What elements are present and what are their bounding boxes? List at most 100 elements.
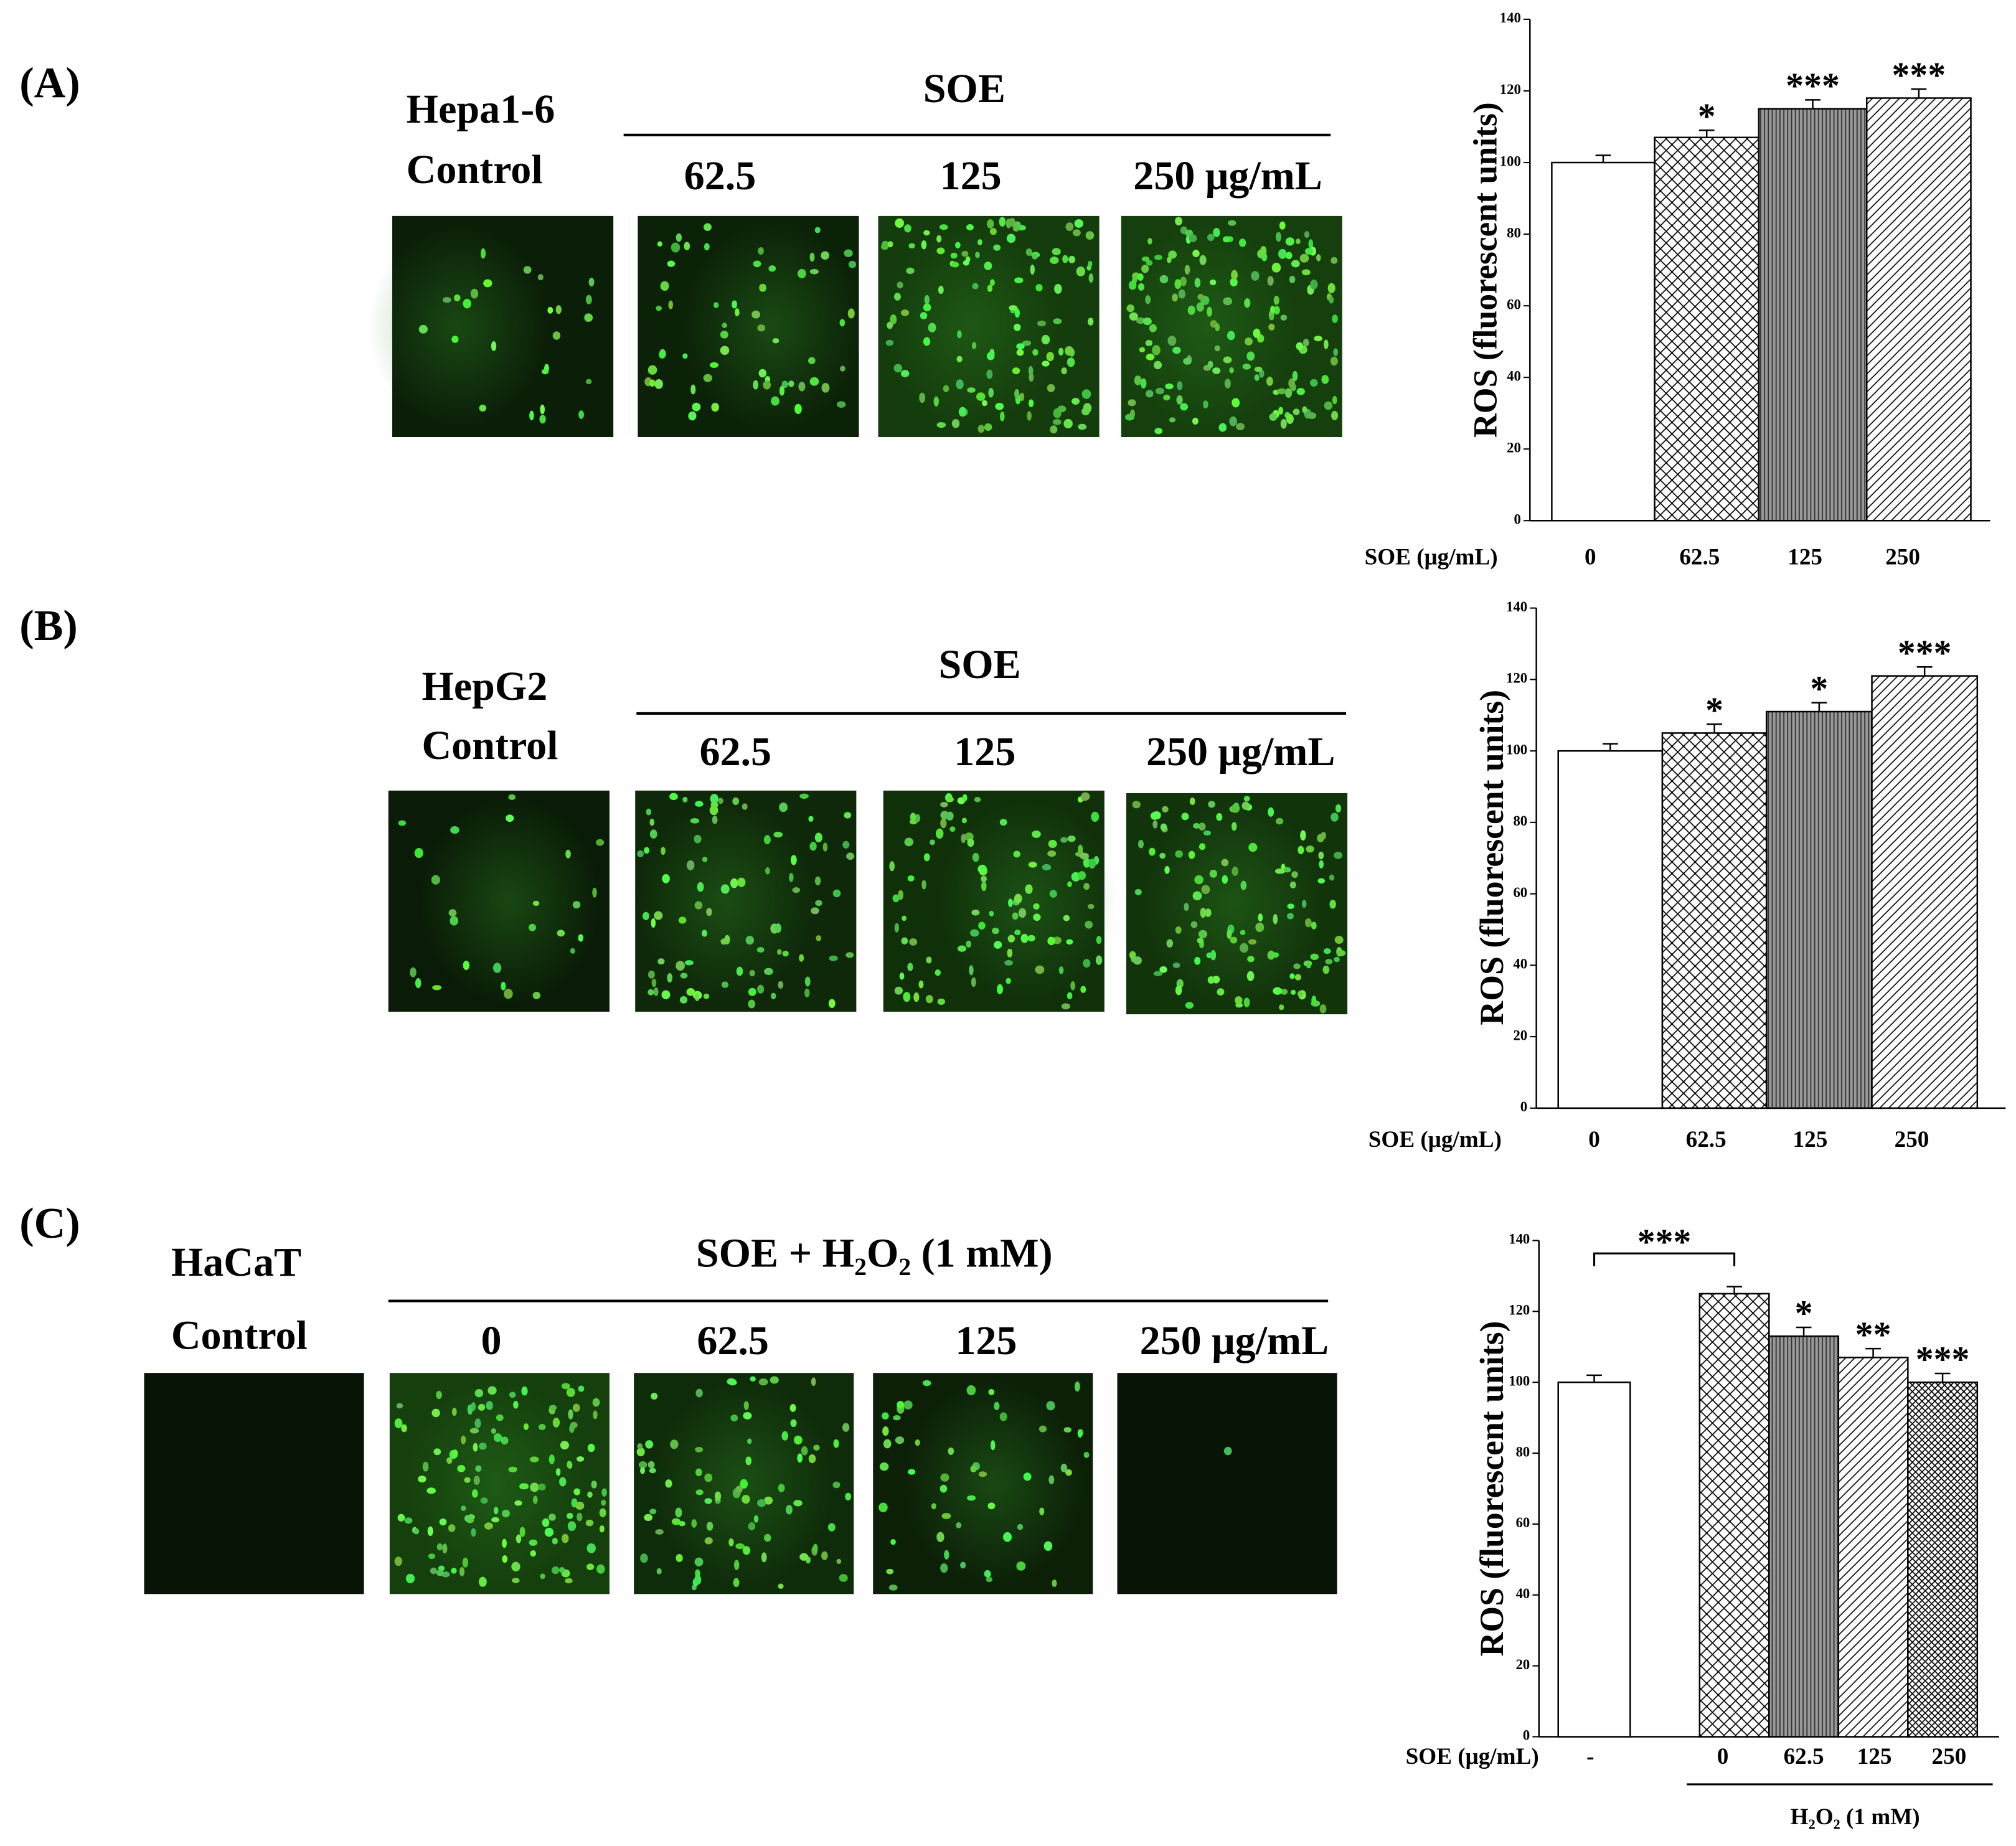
cell [758,247,764,255]
cell [1190,921,1198,928]
cell [1149,324,1157,332]
cell [457,1464,466,1472]
cell [1095,955,1103,965]
cell [1334,936,1344,944]
cell [1204,908,1212,917]
cell [662,874,670,883]
cell [509,1392,516,1398]
cell [1224,379,1231,389]
cell [836,401,846,408]
cell [915,1439,920,1446]
bar [1551,161,1656,522]
panel-label: (B) [19,601,78,650]
x-tick-label: 62.5 [1686,1127,1726,1152]
cell [1273,306,1280,315]
cell [680,972,688,979]
cell [1065,346,1074,356]
cell [1255,922,1265,933]
cell [999,411,1005,421]
cell [759,283,767,292]
dose-label: 62.5 [699,729,771,775]
cell [586,1563,595,1570]
cell [704,223,712,231]
cell [446,1457,453,1464]
cell [897,281,903,289]
cell [552,1537,558,1545]
cell [842,841,850,849]
cell [808,357,816,364]
cell [1331,812,1339,822]
cell [936,421,946,428]
cell [1194,278,1201,288]
image-glow [636,798,816,1004]
cell [522,1483,529,1490]
cell [799,1553,809,1561]
cell [989,228,997,235]
cell [1288,378,1296,389]
cell [396,1403,403,1409]
error-bar [1726,1286,1742,1294]
cell [1248,939,1257,945]
cell [1203,830,1211,836]
x-axis-label: SOE (μg/mL) [1368,1127,1502,1152]
cell [1141,256,1150,262]
cell [1083,883,1090,890]
cell [541,369,549,375]
cell [778,1583,784,1589]
cell [809,377,819,386]
cell [1241,801,1250,810]
cell [1025,884,1033,894]
cell [1184,903,1189,911]
cell [557,930,565,937]
cell [757,984,765,994]
cell [976,392,986,401]
bar [1661,732,1768,1109]
cell [1277,388,1286,395]
cell [486,1401,493,1410]
cell [977,239,982,245]
cell [1223,1446,1232,1456]
cell [539,415,546,424]
cell [1199,843,1206,850]
cell [728,1379,737,1386]
cell [431,1408,440,1418]
cell [706,1522,714,1531]
cell [552,1417,560,1428]
cell [661,847,666,855]
cell [885,339,894,346]
cell [704,1473,713,1482]
cell [560,1441,569,1450]
cell [532,900,540,907]
cell [1009,305,1018,311]
cell [1160,823,1167,831]
bar [1837,1357,1909,1738]
cell [654,911,663,920]
cell [1033,903,1040,910]
cell [1287,913,1294,920]
cell [1230,936,1238,944]
cell [1163,394,1171,401]
cell [1080,792,1089,801]
cell [1233,802,1240,809]
cell [1280,418,1287,429]
cell [653,987,659,997]
cell [451,1408,457,1416]
significance: * [1698,96,1716,136]
cell [1291,260,1300,268]
cell [978,1471,987,1477]
treatment-label: SOE + H₂O₂ (1 mM) [696,1230,1053,1276]
dose-label: 125 [954,729,1015,775]
bar [1765,710,1873,1109]
y-tick-label: 60 [1516,1515,1530,1530]
cell [845,1492,852,1500]
cell [1189,234,1197,243]
cell [1014,893,1022,904]
cell [814,227,821,233]
cell [1014,930,1021,936]
cell [1329,874,1335,881]
dose-label: 62.5 [684,153,756,199]
bar [1866,97,1972,522]
cell [733,1578,740,1588]
cell [1301,269,1311,276]
cell [1214,345,1220,352]
